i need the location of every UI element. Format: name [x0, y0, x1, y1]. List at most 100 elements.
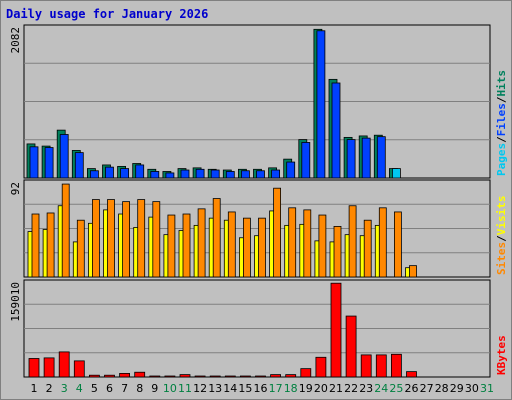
bar-sites-day-1: [31, 213, 40, 278]
bar-kbytes-day-13: [209, 375, 221, 378]
bar-files-day-18: [286, 161, 296, 179]
bar-sites-day-6: [107, 199, 115, 278]
bar-files-day-15: [240, 170, 250, 179]
day-label-26: 26: [405, 382, 419, 395]
bar-files-day-21: [331, 82, 341, 179]
day-label-2: 2: [46, 382, 53, 395]
legend-kbytes: KBytes: [495, 335, 508, 375]
bar-files-day-10: [165, 172, 175, 179]
bar-sites-day-16: [258, 217, 266, 278]
day-label-8: 8: [136, 382, 143, 395]
bar-kbytes-day-3: [58, 351, 70, 378]
day-label-19: 19: [299, 382, 313, 395]
bar-sites-day-19: [303, 209, 312, 278]
panel-hits-files-pages: 2082 Pages/Files/Hits: [9, 24, 508, 179]
bar-kbytes-day-8: [134, 371, 146, 378]
bar-files-day-1: [29, 146, 39, 179]
legend-separator: /: [495, 96, 508, 103]
panel-kbytes: 159010 KBytes: [9, 279, 508, 378]
day-label-28: 28: [435, 382, 449, 395]
bar-files-day-23: [361, 137, 371, 179]
day-label-27: 27: [420, 382, 434, 395]
day-label-30: 30: [465, 382, 479, 395]
bar-files-day-3: [59, 134, 69, 179]
bar-kbytes-day-5: [89, 374, 100, 378]
bar-sites-day-3: [61, 183, 70, 278]
bar-files-day-6: [105, 166, 114, 179]
bar-files-day-22: [346, 139, 356, 179]
bar-files-day-11: [180, 169, 190, 179]
bar-kbytes-day-2: [43, 357, 55, 378]
bar-files-day-17: [271, 169, 281, 179]
bar-kbytes-day-20: [315, 356, 327, 378]
bar-sites-day-25: [393, 211, 402, 278]
day-label-12: 12: [193, 382, 207, 395]
day-label-11: 11: [178, 382, 192, 395]
chart-panels: 2082Pages/Files/Hits92Sites/Visits159010…: [9, 24, 508, 378]
day-label-24: 24: [374, 382, 388, 395]
bar-sites-day-14: [227, 211, 236, 278]
bar-sites-day-9: [152, 201, 161, 278]
bar-files-day-5: [90, 170, 99, 179]
day-label-16: 16: [254, 382, 268, 395]
day-label-21: 21: [329, 382, 343, 395]
day-labels: 1 2 3 4 5 6 7 8 9 10 11 12 13 14 15 16 17 18 19 20 21 22 23 24 2…: [31, 382, 495, 395]
bar-kbytes-day-11: [179, 374, 191, 378]
day-label-3: 3: [61, 382, 68, 395]
bar-sites-day-2: [46, 212, 55, 278]
bar-files-day-12: [195, 168, 205, 179]
bar-files-day-7: [120, 168, 129, 179]
bar-kbytes-day-16: [255, 375, 266, 378]
bar-kbytes-day-12: [194, 375, 206, 378]
bar-kbytes-day-26: [406, 371, 417, 378]
bar-kbytes-day-24: [375, 354, 387, 378]
bar-kbytes-day-14: [224, 375, 236, 378]
day-label-18: 18: [284, 382, 298, 395]
bar-kbytes-day-18: [285, 374, 297, 378]
bar-kbytes-day-22: [345, 315, 357, 378]
y-max-label: 2082: [9, 27, 22, 54]
bar-files-day-19: [301, 142, 311, 179]
bar-files-day-24: [376, 136, 386, 179]
bar-sites-day-26: [409, 265, 417, 278]
day-label-25: 25: [389, 382, 403, 395]
bar-files-day-8: [135, 164, 145, 179]
bar-sites-day-11: [182, 213, 191, 278]
bar-sites-day-10: [167, 214, 176, 278]
bar-sites-day-4: [76, 219, 85, 278]
legend: KBytes: [495, 335, 508, 375]
bar-sites-day-23: [363, 219, 372, 278]
bar-sites-day-24: [378, 207, 387, 278]
bar-files-day-20: [316, 30, 326, 179]
bar-kbytes-day-10: [164, 375, 176, 378]
legend-visits: Visits: [495, 196, 508, 236]
legend: Sites/Visits: [495, 196, 508, 276]
day-label-29: 29: [450, 382, 464, 395]
day-label-1: 1: [31, 382, 38, 395]
bar-kbytes-day-17: [270, 374, 282, 378]
bar-kbytes-day-21: [330, 282, 342, 378]
chart-title: Daily usage for January 2026: [6, 7, 208, 21]
y-max-label: 159010: [9, 282, 22, 322]
bar-sites-day-21: [333, 226, 342, 278]
legend-separator: /: [495, 136, 508, 143]
day-label-9: 9: [151, 382, 158, 395]
day-label-17: 17: [269, 382, 283, 395]
day-label-15: 15: [238, 382, 252, 395]
bar-kbytes-day-4: [73, 360, 85, 378]
bar-files-day-4: [74, 152, 84, 179]
day-label-20: 20: [314, 382, 328, 395]
bar-sites-day-12: [197, 208, 206, 278]
legend: Pages/Files/Hits: [495, 70, 508, 176]
day-label-7: 7: [121, 382, 128, 395]
bar-files-day-14: [225, 171, 235, 179]
bar-sites-day-5: [92, 199, 100, 278]
day-label-14: 14: [223, 382, 237, 395]
legend-hits: Hits: [495, 70, 508, 97]
legend-separator: /: [495, 235, 508, 242]
legend-files: Files: [495, 103, 508, 136]
bar-files-day-13: [210, 169, 220, 179]
bar-sites-day-15: [242, 217, 251, 278]
bar-sites-day-20: [318, 214, 327, 278]
